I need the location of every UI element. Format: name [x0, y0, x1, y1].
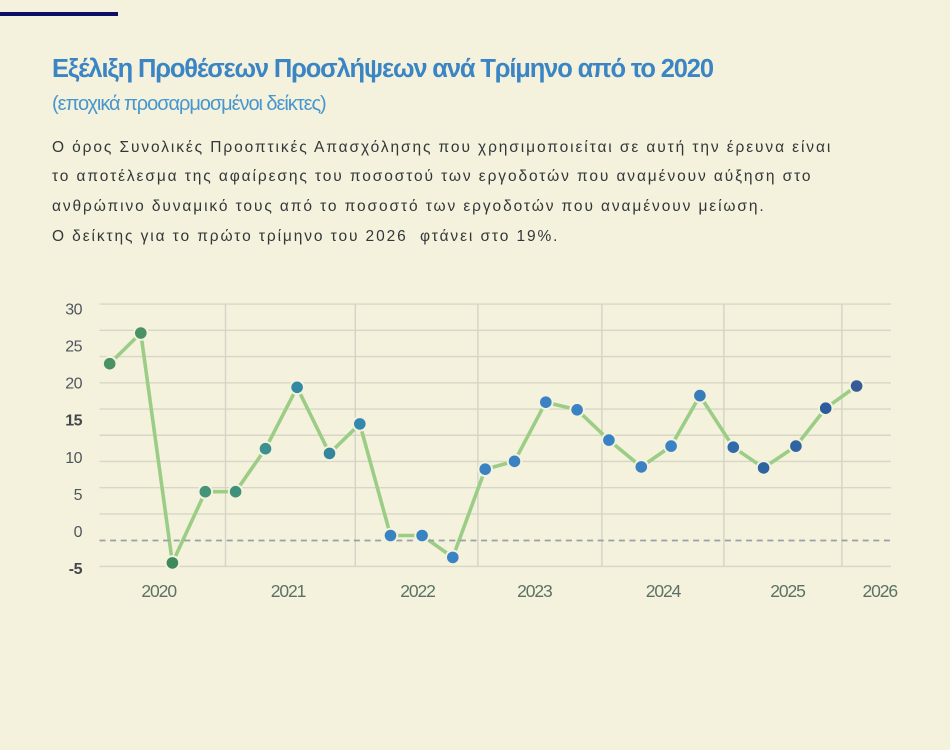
svg-text:2020: 2020 — [141, 581, 177, 601]
svg-text:20: 20 — [65, 376, 82, 393]
svg-text:2022: 2022 — [400, 581, 435, 601]
svg-text:0: 0 — [74, 524, 83, 541]
svg-text:30: 30 — [65, 301, 82, 318]
svg-text:2023: 2023 — [517, 581, 552, 601]
svg-text:2026: 2026 — [863, 581, 898, 601]
svg-text:2025: 2025 — [770, 581, 805, 601]
svg-text:10: 10 — [65, 450, 82, 467]
svg-text:15: 15 — [65, 413, 82, 430]
svg-text:2021: 2021 — [271, 581, 306, 601]
svg-text:5: 5 — [74, 487, 83, 504]
svg-text:-5: -5 — [69, 561, 83, 578]
svg-text:25: 25 — [65, 339, 82, 356]
svg-text:2024: 2024 — [646, 581, 682, 601]
